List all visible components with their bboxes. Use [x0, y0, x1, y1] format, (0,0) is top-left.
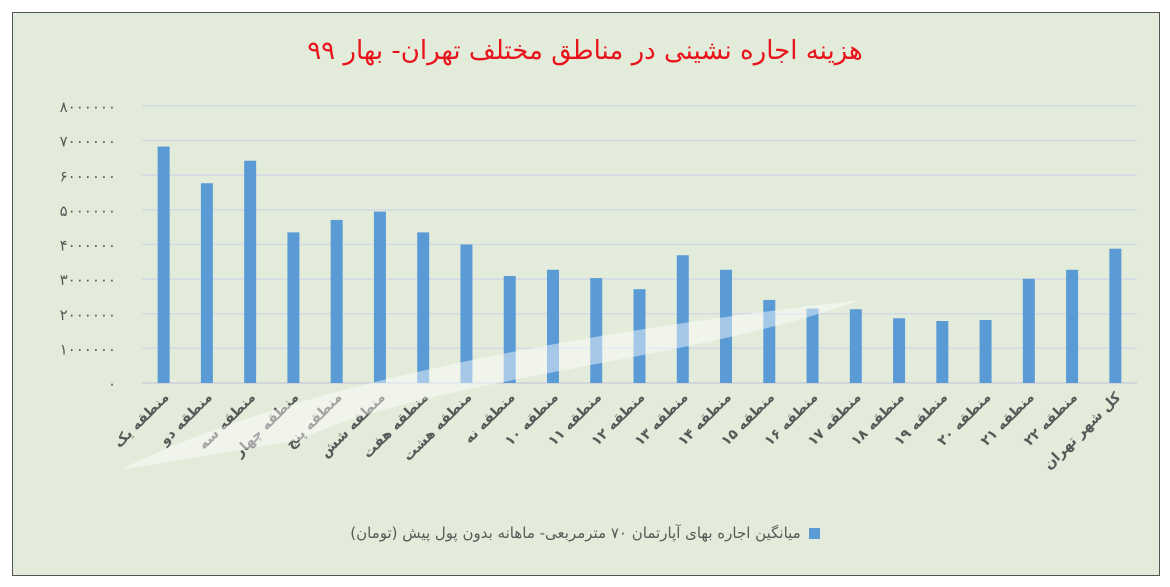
bar: [1022, 278, 1035, 383]
y-tick-label: ۱۰۰۰۰۰۰: [60, 340, 116, 358]
bar: [373, 211, 386, 383]
bar: [849, 309, 862, 383]
bar: [157, 146, 170, 383]
bar: [893, 318, 906, 383]
y-tick-label: ۳۰۰۰۰۰۰: [60, 271, 116, 289]
legend: میانگین اجاره بهای آپارتمان ۷۰ مترمربعی-…: [0, 524, 1170, 542]
legend-label: میانگین اجاره بهای آپارتمان ۷۰ مترمربعی-…: [350, 524, 801, 542]
bar: [676, 255, 689, 383]
chart-title: هزینه اجاره نشینی در مناطق مختلف تهران- …: [307, 36, 863, 66]
bar: [503, 276, 516, 383]
bar: [806, 308, 819, 383]
bar: [633, 289, 646, 383]
bar: [763, 299, 776, 383]
bar: [590, 278, 603, 383]
bar: [720, 269, 733, 383]
bar: [936, 321, 949, 383]
y-tick-label: ۸۰۰۰۰۰۰: [60, 98, 116, 116]
y-tick-label: ۶۰۰۰۰۰۰: [60, 167, 116, 185]
y-tick-label: ۰: [108, 375, 116, 393]
y-tick-label: ۲۰۰۰۰۰۰: [60, 306, 116, 324]
bar: [200, 183, 213, 383]
x-tick-label: کل شهر تهران: [1041, 389, 1125, 473]
y-tick-label: ۵۰۰۰۰۰۰: [60, 202, 116, 220]
y-tick-label: ۷۰۰۰۰۰۰: [60, 133, 116, 151]
bar: [244, 160, 257, 383]
bar: [979, 319, 992, 383]
bar: [330, 219, 343, 383]
bar: [460, 244, 473, 383]
legend-swatch: [808, 527, 820, 539]
bar: [287, 232, 300, 383]
bar: [1066, 269, 1079, 383]
bar: [546, 269, 559, 383]
y-tick-label: ۴۰۰۰۰۰۰: [60, 237, 116, 255]
bar: [1109, 248, 1122, 383]
watermark-logo: [120, 300, 860, 470]
bar: [417, 232, 430, 383]
